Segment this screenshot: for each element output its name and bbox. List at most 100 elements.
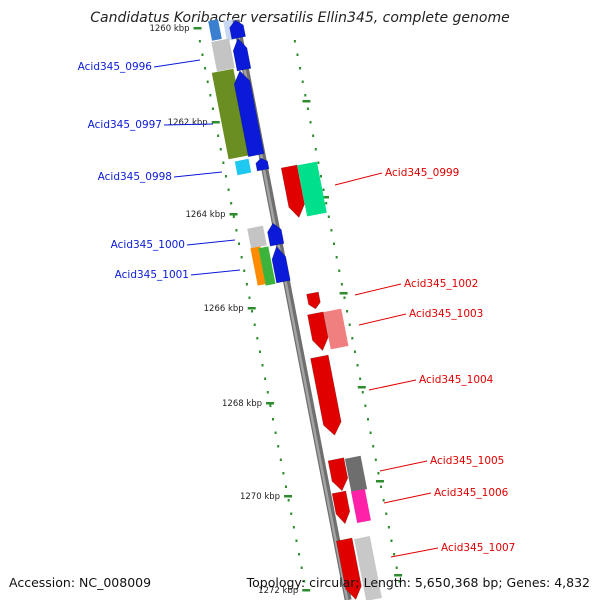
kbp-tick-mark	[284, 495, 293, 498]
gene-arrow-forward	[232, 37, 252, 72]
track-dot	[369, 431, 372, 434]
gene-label: Acid345_0998	[98, 171, 172, 183]
track-dot	[319, 175, 322, 178]
track-dot	[219, 148, 222, 151]
track-dot	[269, 404, 272, 407]
gene-leader-line	[354, 283, 402, 296]
gene-leader-line	[186, 239, 236, 246]
track-dot	[395, 566, 398, 569]
track-dot	[198, 40, 201, 43]
track-dot	[214, 121, 217, 124]
accession-text: Accession: NC_008009	[9, 575, 152, 590]
track-dot	[382, 499, 385, 502]
feature-block	[344, 455, 368, 493]
kbp-tick-label: 1264 kbp	[185, 210, 225, 220]
track-dot	[217, 134, 220, 137]
track-dot	[330, 229, 333, 232]
gene-label: Acid345_0997	[88, 119, 162, 131]
track-dot	[301, 80, 304, 83]
kbp-tick-label: 1262 kbp	[168, 118, 208, 128]
gene-arrow-forward	[255, 157, 270, 172]
track-dot	[285, 485, 288, 488]
track-dot	[359, 377, 362, 380]
track-dot	[224, 175, 227, 178]
track-dot	[261, 364, 264, 367]
track-dot	[204, 67, 207, 70]
track-dot	[230, 202, 233, 205]
track-dot	[295, 539, 298, 542]
track-dot	[240, 256, 243, 259]
kbp-tick-mark	[247, 307, 256, 310]
track-dot	[287, 499, 290, 502]
kbp-tick-label: 1260 kbp	[149, 24, 189, 34]
kbp-tick-mark	[229, 213, 238, 216]
gene-label: Acid345_0996	[78, 61, 153, 73]
gene-label-layer: Acid345_0996 Acid345_0997 Acid345_0998 Acid…	[78, 59, 515, 558]
track-dot	[232, 215, 235, 218]
track-dot	[303, 580, 306, 583]
track-major-tick	[375, 480, 384, 483]
track-dot	[222, 161, 225, 164]
kbp-tick-mark	[302, 589, 311, 592]
gene-arrow-reverse	[331, 490, 351, 525]
track-dot	[206, 80, 209, 83]
track-dot	[374, 458, 377, 461]
gene-label: Acid345_0999	[385, 167, 459, 179]
track-dot	[377, 472, 380, 475]
track-dot	[372, 445, 375, 448]
genome-summary: Topology: circular; Length: 5,650,368 bp…	[246, 575, 590, 590]
gene-arrow-reverse	[327, 457, 349, 492]
track-major-tick	[321, 196, 330, 199]
track-dot	[322, 188, 325, 191]
track-dot	[333, 242, 336, 245]
track-dot	[335, 256, 338, 259]
feature-block	[351, 488, 371, 524]
gene-arrow-forward	[271, 245, 291, 284]
feature-block	[250, 246, 268, 286]
track-dot	[317, 161, 320, 164]
map-title: Candidatus Koribacter versatilis Ellin34…	[90, 10, 510, 26]
track-dot	[211, 107, 214, 110]
track-dot	[264, 377, 267, 380]
track-dot	[238, 242, 241, 245]
track-dot	[356, 364, 359, 367]
track-dot	[266, 391, 269, 394]
feature-block	[211, 38, 235, 72]
gene-leader-line	[390, 547, 439, 558]
track-dot	[338, 269, 341, 272]
track-dot	[366, 418, 369, 421]
track-dot	[385, 512, 388, 515]
feature-block	[211, 68, 251, 160]
gene-arrow-reverse	[280, 164, 305, 219]
track-dot	[364, 404, 367, 407]
gene-label: Acid345_1005	[430, 455, 504, 467]
gene-leader-line	[163, 123, 214, 126]
gene-leader-line	[334, 172, 383, 186]
feature-block	[247, 225, 267, 249]
track-dot	[309, 121, 312, 124]
track-dot	[393, 553, 396, 556]
gene-arrow-reverse	[307, 311, 329, 352]
track-dot	[343, 296, 346, 299]
track-dot	[293, 40, 296, 43]
track-dot	[304, 94, 307, 97]
gene-label: Acid345_1001	[115, 269, 189, 281]
gene-leader-line	[190, 269, 241, 276]
gene-label: Acid345_1007	[441, 542, 515, 554]
gene-leader-line	[368, 379, 417, 391]
track-dot	[351, 337, 354, 340]
feature-block	[354, 536, 382, 600]
track-dot	[380, 485, 383, 488]
gene-leader-line	[173, 171, 223, 178]
feature-block	[208, 19, 222, 41]
track-dot	[340, 283, 343, 286]
track-dot	[277, 445, 280, 448]
track-dot	[258, 350, 261, 353]
track-dot	[292, 526, 295, 529]
gene-label: Acid345_1003	[409, 308, 483, 320]
tick-layer: 1260 kbp 1262 kbp 1264 kbp 1266 kbp 1268 kbp…	[149, 24, 311, 596]
track-dot	[327, 215, 330, 218]
gene-leader-line	[379, 460, 428, 472]
feature-block	[258, 246, 276, 286]
track-dot	[325, 202, 328, 205]
